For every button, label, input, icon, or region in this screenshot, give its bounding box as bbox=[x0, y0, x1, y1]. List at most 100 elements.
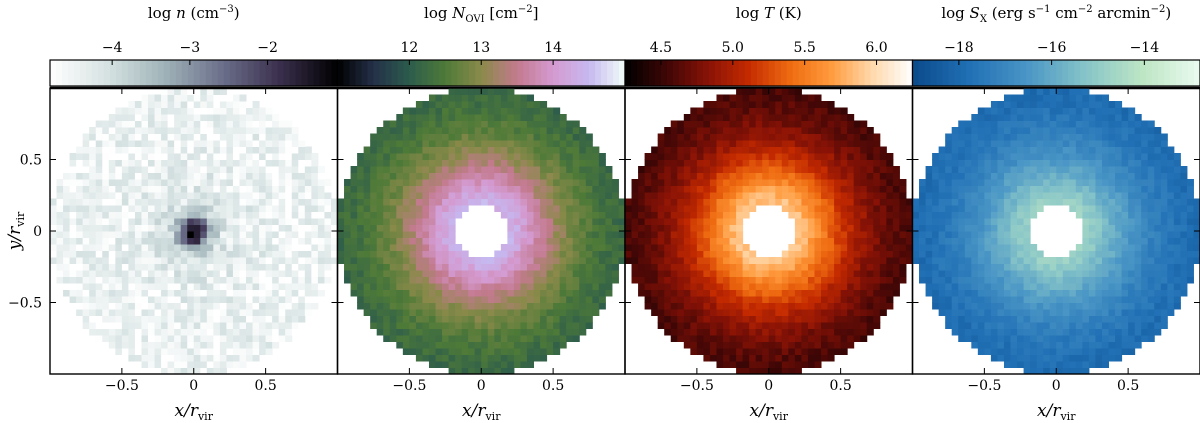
heatmap-cell bbox=[422, 257, 430, 264]
heatmap-cell bbox=[304, 218, 312, 225]
heatmap-cell bbox=[167, 146, 175, 154]
colorbar-step bbox=[1116, 60, 1123, 86]
heatmap-cell bbox=[442, 335, 450, 342]
heatmap-cell bbox=[866, 322, 874, 329]
heatmap-cell bbox=[579, 237, 587, 245]
heatmap-cell bbox=[154, 354, 162, 362]
heatmap-cell bbox=[762, 361, 770, 368]
heatmap-cell bbox=[853, 185, 861, 193]
heatmap-cell bbox=[559, 289, 567, 297]
heatmap-cell bbox=[736, 263, 744, 271]
heatmap-cell bbox=[794, 257, 802, 264]
heatmap-cell bbox=[95, 328, 103, 336]
heatmap-cell bbox=[873, 289, 881, 297]
heatmap-cell bbox=[572, 257, 580, 264]
heatmap-cell bbox=[402, 257, 410, 264]
heatmap-cell bbox=[696, 250, 704, 258]
heatmap-cell bbox=[703, 257, 711, 264]
heatmap-cell bbox=[775, 348, 783, 355]
heatmap-cell bbox=[415, 224, 423, 232]
heatmap-cell bbox=[102, 211, 110, 219]
heatmap-cell bbox=[311, 153, 319, 160]
colorbar-title-part: (K) bbox=[774, 4, 802, 22]
heatmap-cell bbox=[736, 322, 744, 329]
heatmap-cell bbox=[762, 276, 770, 284]
heatmap-cell bbox=[89, 302, 97, 310]
heatmap-cell bbox=[520, 309, 528, 316]
heatmap-cell bbox=[513, 361, 521, 368]
heatmap-cell bbox=[95, 283, 103, 290]
heatmap-cell bbox=[448, 296, 456, 303]
heatmap-cell bbox=[873, 237, 881, 245]
heatmap-cell bbox=[971, 322, 979, 329]
heatmap-cell bbox=[435, 172, 443, 180]
heatmap-cell bbox=[827, 172, 835, 180]
heatmap-cell bbox=[402, 224, 410, 232]
heatmap-cell bbox=[154, 283, 162, 290]
colorbar-step bbox=[133, 60, 141, 86]
heatmap-cell bbox=[821, 198, 829, 206]
heatmap-cell bbox=[246, 296, 254, 303]
heatmap-cell bbox=[383, 172, 391, 180]
heatmap-cell bbox=[474, 309, 482, 316]
colorbar-step bbox=[607, 60, 614, 86]
heatmap-cell bbox=[611, 250, 619, 258]
heatmap-cell bbox=[814, 205, 822, 212]
heatmap-cell bbox=[461, 348, 469, 355]
heatmap-cell bbox=[206, 166, 214, 173]
heatmap-cell bbox=[200, 114, 208, 121]
heatmap-cell bbox=[736, 348, 744, 355]
heatmap-cell bbox=[585, 257, 593, 264]
heatmap-cell bbox=[866, 283, 874, 290]
heatmap-cell bbox=[696, 328, 704, 336]
heatmap-cell bbox=[1036, 341, 1044, 349]
heatmap-cell bbox=[742, 166, 750, 173]
heatmap-cell bbox=[239, 127, 247, 134]
heatmap-cell bbox=[213, 94, 221, 102]
heatmap-cell bbox=[1115, 348, 1123, 355]
heatmap-cell bbox=[422, 153, 430, 160]
heatmap-cell bbox=[226, 263, 234, 271]
heatmap-cell bbox=[513, 348, 521, 355]
heatmap-cell bbox=[76, 257, 84, 264]
heatmap-cell bbox=[259, 198, 267, 206]
heatmap-cell bbox=[886, 250, 894, 258]
heatmap-cell bbox=[507, 315, 515, 323]
heatmap-cell bbox=[723, 257, 731, 264]
heatmap-cell bbox=[585, 198, 593, 206]
heatmap-cell bbox=[598, 257, 606, 264]
heatmap-cell bbox=[134, 127, 142, 134]
heatmap-cell bbox=[455, 166, 463, 173]
heatmap-cell bbox=[56, 179, 64, 186]
heatmap-cell bbox=[566, 166, 574, 173]
colorbar-step bbox=[960, 60, 968, 86]
heatmap-cell bbox=[664, 133, 672, 141]
heatmap-cell bbox=[134, 101, 142, 108]
colorbar-step bbox=[163, 60, 171, 86]
heatmap-cell bbox=[474, 322, 482, 329]
heatmap-cell bbox=[311, 166, 319, 173]
heatmap-cell bbox=[709, 114, 717, 121]
heatmap-cell bbox=[494, 270, 502, 277]
heatmap-cell bbox=[677, 231, 685, 238]
heatmap-cell bbox=[749, 107, 757, 115]
heatmap-cell bbox=[285, 140, 293, 147]
heatmap-cell bbox=[246, 244, 254, 251]
heatmap-cell bbox=[278, 211, 286, 219]
heatmap-cell bbox=[383, 231, 391, 238]
heatmap-cell bbox=[409, 244, 417, 251]
heatmap-cell bbox=[723, 120, 731, 128]
heatmap-cell bbox=[513, 263, 521, 271]
heatmap-cell bbox=[265, 257, 273, 264]
heatmap-cell bbox=[252, 231, 260, 238]
heatmap-cell bbox=[376, 166, 384, 173]
heatmap-cell bbox=[866, 198, 874, 206]
heatmap-cell bbox=[768, 283, 776, 290]
heatmap-cell bbox=[108, 315, 116, 323]
heatmap-cell bbox=[827, 146, 835, 154]
heatmap-cell bbox=[709, 211, 717, 219]
heatmap-cell bbox=[670, 133, 678, 141]
heatmap-cell bbox=[468, 159, 476, 167]
heatmap-cell bbox=[180, 140, 188, 147]
heatmap-cell bbox=[350, 250, 358, 258]
